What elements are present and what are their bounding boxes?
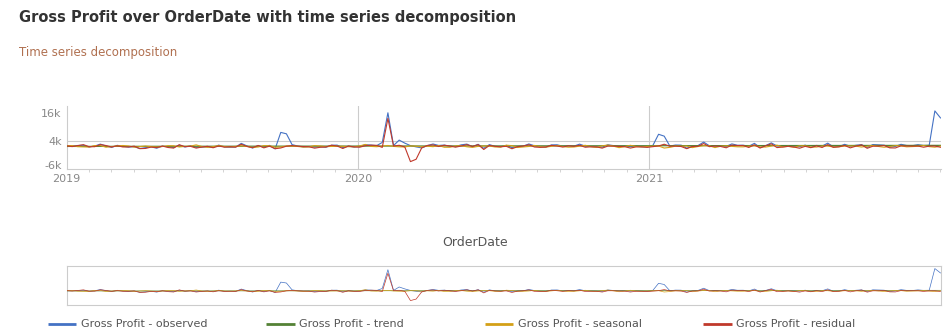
Text: Gross Profit - residual: Gross Profit - residual [736,319,856,329]
Text: Gross Profit - seasonal: Gross Profit - seasonal [518,319,642,329]
Text: Time series decomposition: Time series decomposition [19,46,178,59]
Text: Gross Profit - trend: Gross Profit - trend [299,319,404,329]
Text: OrderDate: OrderDate [442,236,508,249]
Text: Gross Profit over OrderDate with time series decomposition: Gross Profit over OrderDate with time se… [19,10,516,25]
Text: Gross Profit - observed: Gross Profit - observed [81,319,207,329]
